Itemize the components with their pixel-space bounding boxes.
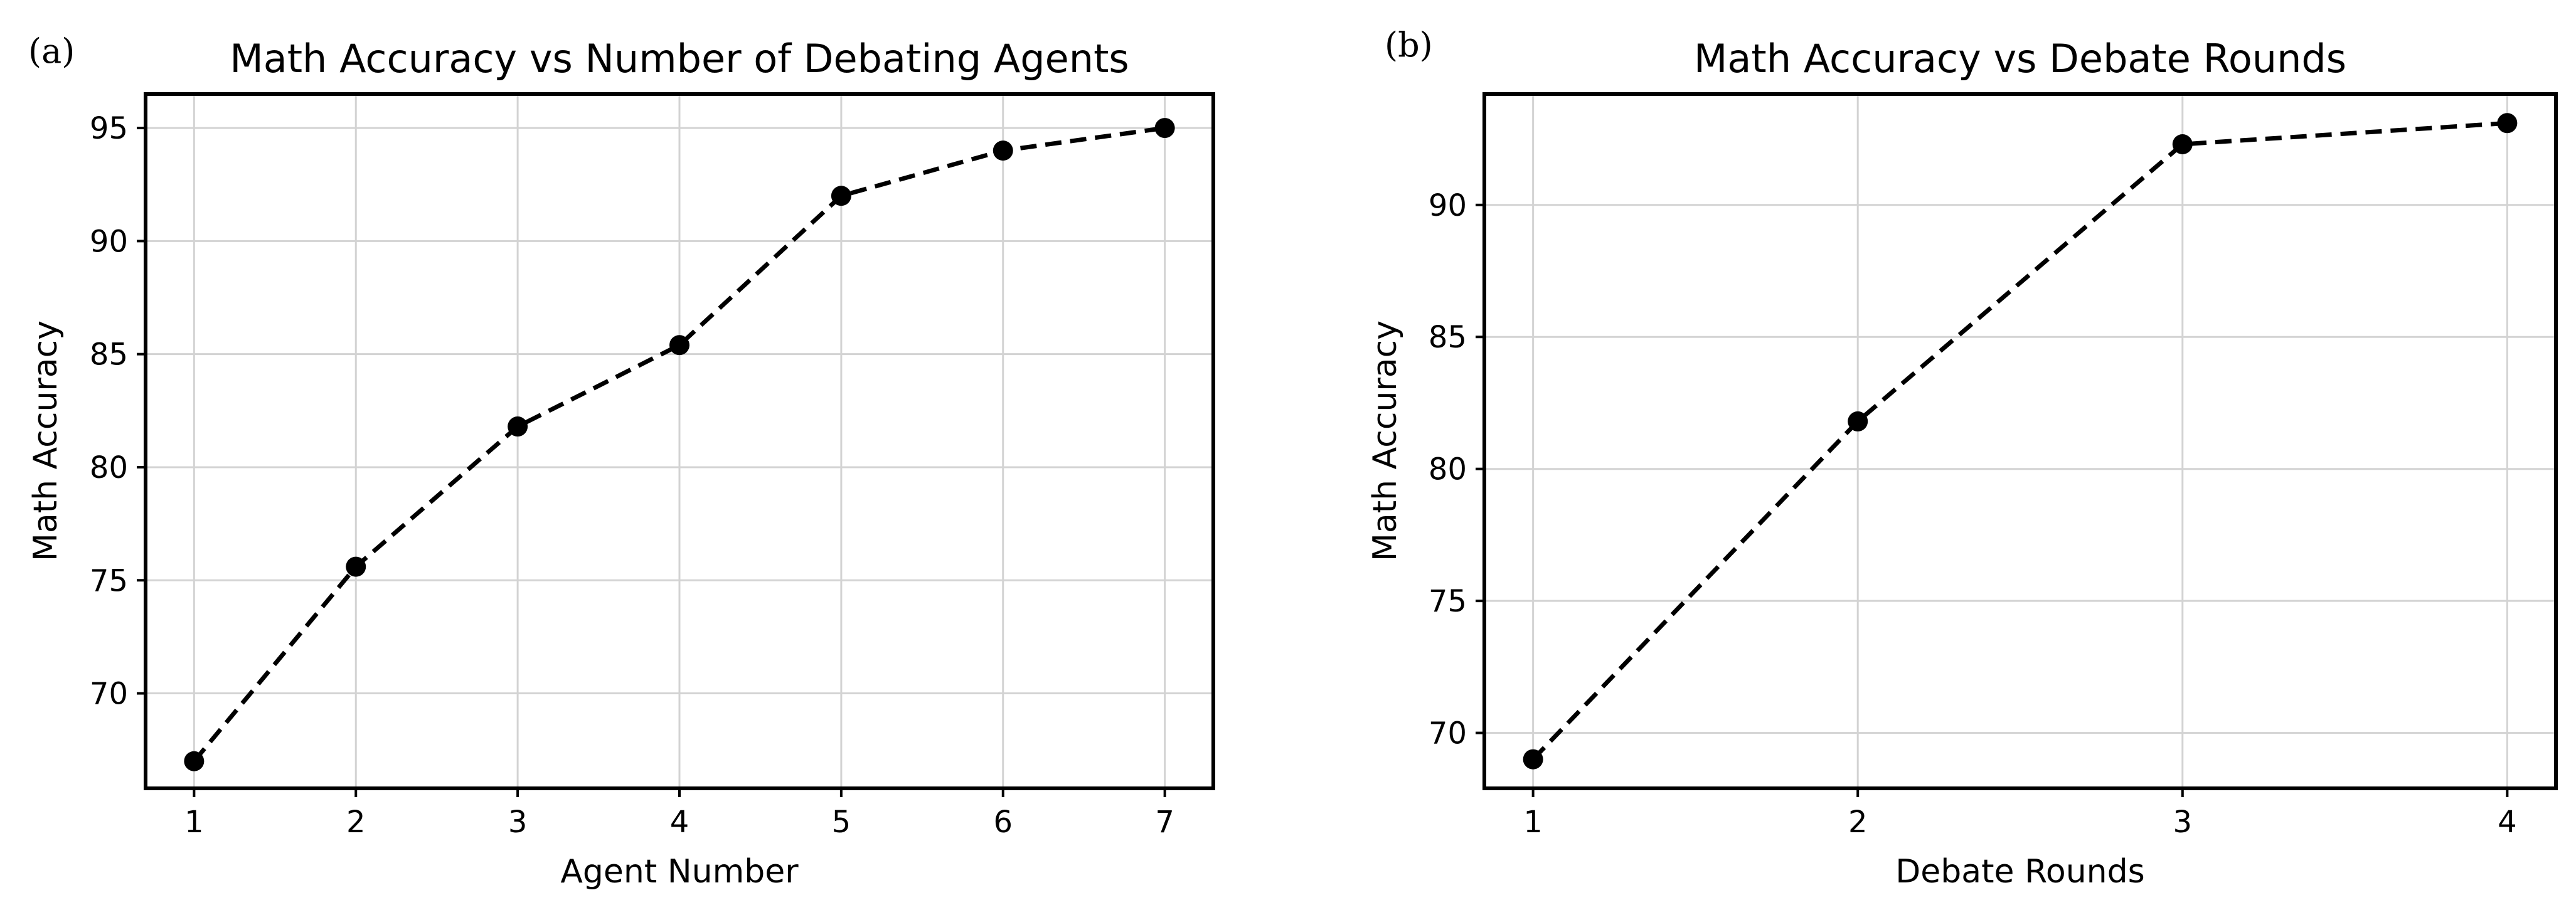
panel-a-ytick-label: 90	[90, 224, 128, 259]
panel-a-ytick-label: 85	[90, 337, 128, 373]
panel-b-data-point	[1523, 749, 1543, 770]
panel-b-title: Math Accuracy vs Debate Rounds	[1694, 36, 2346, 82]
panel-b-ytick-label: 85	[1429, 320, 1467, 355]
panel-a-data-point	[993, 140, 1013, 161]
panel-a-xlabel: Agent Number	[560, 853, 799, 891]
panel-b-tag: (b)	[1385, 25, 1433, 65]
panel-a-data-point	[669, 335, 689, 356]
panel-a-ylabel: Math Accuracy	[27, 320, 65, 561]
panel-a-ytick-label: 95	[90, 111, 128, 146]
panel-b-xtick-label: 1	[1523, 805, 1543, 840]
panel-b-points	[1523, 113, 2518, 770]
panel-b-ytick-label: 90	[1429, 188, 1467, 223]
chart-panel-a: (a) Math Accuracy vs Number of Debating …	[27, 31, 1215, 891]
panel-b-grid	[1484, 94, 2556, 788]
panel-a-data-point	[508, 416, 528, 437]
panel-a-axes-frame	[144, 92, 1215, 790]
panel-b-series-line	[1531, 120, 2508, 761]
panel-b-axes-frame	[1482, 92, 2558, 790]
panel-b-data-point	[2172, 134, 2193, 154]
panel-a-data-point	[1154, 118, 1175, 139]
panel-b-data-point	[1848, 411, 1868, 431]
panel-b-ytick-label: 70	[1429, 716, 1467, 751]
panel-a-ytick-label: 70	[90, 677, 128, 712]
chart-panel-b: (b) Math Accuracy vs Debate Rounds 1 2 3 4 7…	[1366, 25, 2558, 891]
panel-b-xlabel: Debate Rounds	[1895, 853, 2144, 891]
panel-b-ylabel: Math Accuracy	[1366, 320, 1404, 561]
panel-a-title: Math Accuracy vs Number of Debating Agen…	[230, 36, 1129, 82]
panel-a-xtick-label: 7	[1155, 805, 1174, 840]
panel-a-xtick-label: 2	[346, 805, 366, 840]
panel-b-ytick-label: 75	[1429, 584, 1467, 619]
panel-a-data-point	[831, 186, 851, 206]
panel-a-xtick-label: 6	[993, 805, 1013, 840]
panel-a-ticks: 1 2 3 4 5 6 7 70 75 80 85 90 95	[90, 111, 1174, 840]
panel-a-data-point	[346, 556, 366, 577]
panel-a-grid	[146, 94, 1213, 788]
panel-a-points	[184, 118, 1175, 771]
panel-a-data-point	[184, 751, 205, 771]
panel-a-xtick-label: 5	[832, 805, 851, 840]
panel-b-data-point	[2497, 113, 2518, 134]
panel-a-tag: (a)	[28, 31, 75, 71]
panel-a-xtick-label: 3	[508, 805, 528, 840]
panel-b-xtick-label: 3	[2173, 805, 2193, 840]
panel-a-ytick-label: 75	[90, 563, 128, 598]
panel-b-ticks: 1 2 3 4 70 75 80 85 90	[1429, 188, 2517, 840]
panel-b-xtick-label: 2	[1848, 805, 1868, 840]
panel-b-ytick-label: 80	[1429, 452, 1467, 487]
panel-a-ytick-label: 80	[90, 450, 128, 485]
panel-b-xtick-label: 4	[2498, 805, 2517, 840]
panel-a-xtick-label: 4	[670, 805, 689, 840]
panel-a-xtick-label: 1	[184, 805, 204, 840]
